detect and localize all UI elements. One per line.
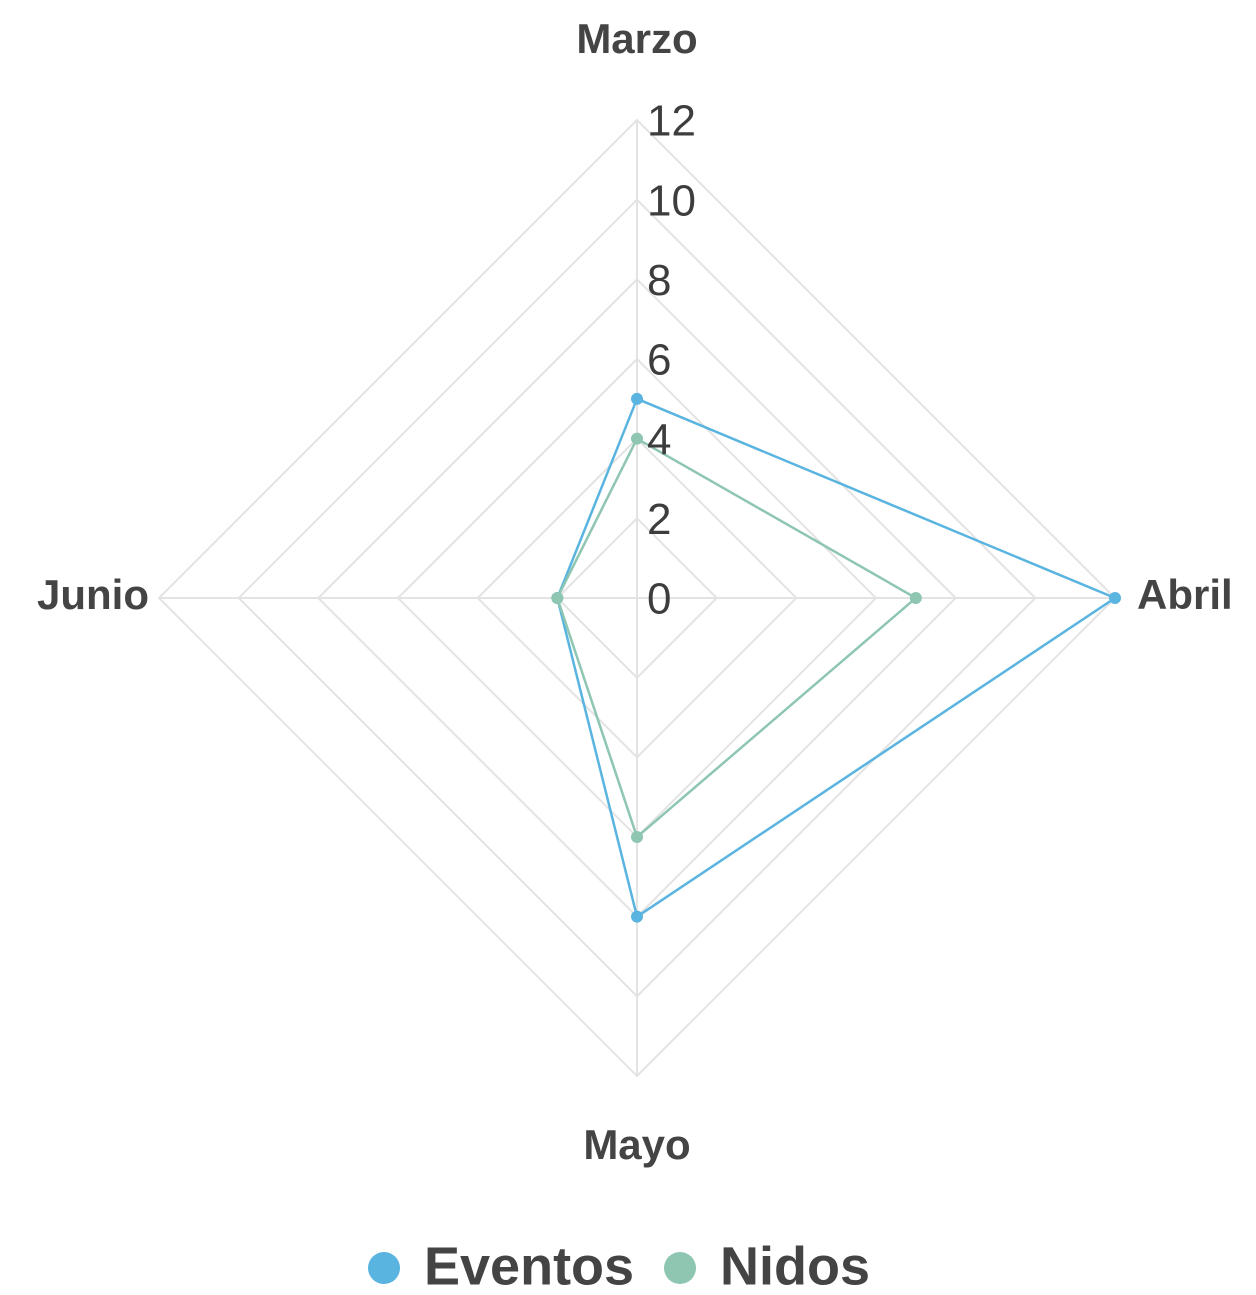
r-tick-label: 2	[647, 495, 671, 544]
r-tick-label: 4	[647, 415, 671, 464]
point	[909, 592, 922, 604]
category-label: Mayo	[583, 1121, 690, 1168]
category-label: Abril	[1137, 571, 1233, 618]
category-label: Junio	[37, 571, 149, 618]
r-tick-label: 12	[647, 97, 696, 146]
point	[551, 592, 564, 604]
r-tick-label: 0	[647, 575, 671, 624]
point	[631, 910, 643, 923]
r-tick-label: 10	[647, 176, 696, 225]
series-line	[555, 436, 918, 840]
point	[631, 831, 643, 843]
point	[631, 392, 643, 405]
legend-label: Eventos	[424, 1236, 634, 1295]
legend-marker	[368, 1252, 400, 1284]
point	[631, 432, 643, 445]
category-label: Marzo	[576, 15, 697, 62]
point	[1109, 592, 1121, 604]
legend-label: Nidos	[720, 1236, 870, 1295]
r-tick-label: 8	[647, 256, 671, 305]
r-tick-label: 6	[647, 336, 671, 385]
legend-marker	[664, 1252, 696, 1284]
